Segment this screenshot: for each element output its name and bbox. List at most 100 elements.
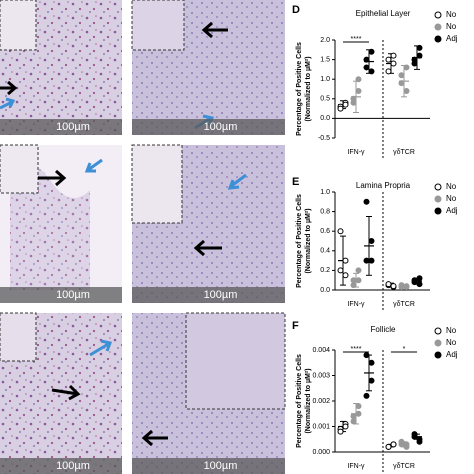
scale-bar-label: 100µm [204,121,238,133]
panel-title: Lamina Propria [356,181,411,190]
data-point [355,403,362,410]
data-point [368,68,375,75]
legend-label: No [446,338,457,347]
data-point [368,377,375,384]
data-point [416,438,423,445]
y-tick-label: 1.0 [320,76,330,83]
panel-title: Follicle [371,325,396,334]
data-point [385,443,392,450]
y-tick-label: 0.003 [312,372,330,379]
data-point [403,441,410,448]
scale-bar-band [132,458,285,474]
data-point [337,428,344,435]
scale-bar-band [0,119,122,135]
y-tick-label: 1.5 [320,56,330,63]
y-tick-label: 0.2 [320,267,330,274]
data-point [363,257,370,264]
data-point [342,101,349,108]
y-tick-label: 0.5 [320,96,330,103]
legend-marker [434,351,442,359]
y-tick-label: 0.004 [312,347,330,354]
inset [131,0,185,51]
scale-bar-band [0,458,122,474]
data-point [368,238,375,244]
scale-bar-band [0,287,122,303]
y-axis-label: Percentage of Positive Cells [296,194,303,288]
panel-letter: F [292,320,299,332]
data-point [350,418,357,425]
legend-marker [434,11,442,19]
data-point [350,413,357,420]
y-tick-label: 0.4 [320,248,330,255]
y-tick-label: 2.0 [320,37,330,44]
y-axis-label: (Normalized to µM²) [305,368,312,433]
data-point [363,64,370,71]
legend-marker [434,195,442,203]
scale-bar-label: 100µm [56,460,90,472]
data-point [403,64,410,71]
scale-bar-label: 100µm [204,460,238,472]
scale-bar-label: 100µm [56,289,90,301]
inset [131,144,183,224]
data-point [355,410,362,417]
legend-marker [434,23,442,31]
data-point [416,52,423,59]
data-point [368,359,375,366]
data-point [363,392,370,399]
y-tick-label: 0.8 [320,208,330,215]
data-point [363,352,370,359]
panel-letter: D [292,4,300,16]
data-point [411,60,418,67]
data-point [350,99,357,106]
legend-label: No [446,182,457,191]
data-point [350,277,357,284]
legend-marker [434,35,442,43]
data-point [390,52,397,59]
legend-marker [434,339,442,347]
x-tick-label: γδTCR [393,301,415,308]
y-axis-label: Percentage of Positive Cells [296,42,303,136]
data-point [398,438,405,445]
panel-letter: E [292,176,299,188]
y-tick-label: 0.001 [312,423,330,430]
x-tick-label: IFN-γ [347,463,365,470]
inset [185,312,286,410]
data-point [403,87,410,94]
data-point [342,257,349,264]
data-point [403,284,410,291]
legend-label: Adj [446,34,458,43]
data-point [416,275,423,282]
legend-label: Adj [446,350,458,359]
arrows [0,21,247,447]
y-axis-label: Percentage of Positive Cells [296,354,303,448]
data-point [337,105,344,112]
data-point [363,56,370,63]
legend-label: Adj [446,206,458,215]
significance-label: * [403,346,406,353]
inset [0,312,37,362]
data-point [385,281,392,288]
y-tick-label: 0.6 [320,228,330,235]
scale-bar-band [132,287,285,303]
data-point [398,72,405,79]
data-point [385,56,392,63]
data-point [355,76,362,83]
data-point [385,68,392,75]
legend-marker [434,207,442,215]
scale-bar-label: 100µm [204,289,238,301]
y-tick-label: 0.0 [320,287,330,294]
data-point [337,228,344,235]
data-point [398,80,405,87]
data-point [363,198,370,205]
tissue-region [10,165,90,290]
legend-marker [434,327,442,335]
legend-label: No [446,10,457,19]
y-axis-label: (Normalized to µM²) [305,56,312,121]
data-point [355,87,362,94]
legend-label: No [446,326,457,335]
scale-bar-band [132,119,285,135]
x-tick-label: IFN-γ [347,301,365,308]
data-point [368,48,375,55]
y-tick-label: 0.000 [312,449,330,456]
